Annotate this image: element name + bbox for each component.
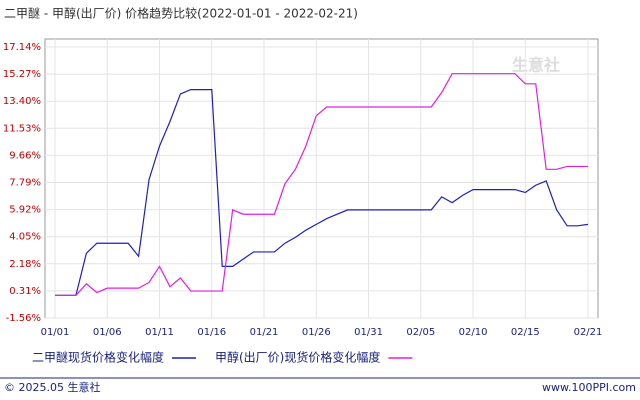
footer-right: www.100PPI.com [542, 381, 636, 394]
y-tick-label: 9.66% [9, 150, 41, 161]
x-tick-label: 01/11 [145, 327, 174, 338]
watermark: 生意社 [512, 56, 560, 75]
x-tick-label: 02/21 [574, 327, 603, 338]
series-line [55, 73, 588, 296]
y-tick-label: 11.53% [3, 123, 41, 134]
y-tick-label: 2.18% [9, 259, 41, 270]
x-tick-label: 02/15 [511, 327, 540, 338]
x-tick-label: 02/05 [406, 327, 435, 338]
legend-label: 甲醇(出厂价)现货价格变化幅度 [215, 350, 380, 365]
x-tick-label: 02/10 [459, 327, 488, 338]
y-tick-label: 5.92% [9, 205, 41, 216]
x-tick-label: 01/21 [250, 327, 279, 338]
x-tick-label: 01/01 [41, 327, 70, 338]
chart-title: 二甲醚 - 甲醇(出厂价) 价格趋势比较(2022-01-01 - 2022-0… [4, 6, 358, 21]
x-tick-label: 01/06 [93, 327, 122, 338]
y-tick-label: 13.40% [3, 96, 41, 107]
y-tick-label: 7.79% [9, 178, 41, 189]
footer-left: © 2025.05 生意社 [4, 380, 100, 394]
x-tick-label: 01/31 [354, 327, 383, 338]
y-tick-label: -1.56% [6, 313, 41, 324]
y-tick-label: 0.31% [9, 286, 41, 297]
x-tick-label: 01/26 [302, 327, 331, 338]
x-tick-label: 01/16 [197, 327, 226, 338]
y-tick-label: 15.27% [3, 69, 41, 80]
plot-area [44, 38, 599, 319]
series-line [55, 89, 589, 296]
legend-label: 二甲醚现货价格变化幅度 [32, 350, 164, 365]
y-tick-label: 4.05% [9, 232, 41, 243]
y-tick-label: 17.14% [3, 42, 41, 53]
